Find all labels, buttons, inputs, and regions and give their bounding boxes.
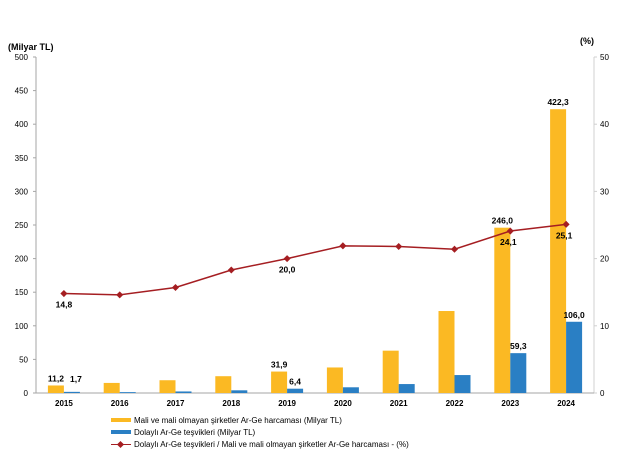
y-right-tick-label: 20 — [600, 255, 609, 264]
bar-rd-spending — [271, 371, 288, 393]
y-right-tick-label: 50 — [600, 53, 609, 62]
data-label-rd-spending: 31,9 — [271, 360, 288, 370]
bar-rd-spending — [159, 380, 176, 393]
y-left-tick-label: 300 — [15, 187, 29, 196]
x-tick-label: 2018 — [222, 399, 240, 408]
data-label-ratio: 25,1 — [556, 230, 573, 240]
line-marker — [562, 220, 570, 228]
data-label-indirect-incentives: 6,4 — [289, 377, 301, 387]
y-left-tick-label: 100 — [15, 322, 29, 331]
line-marker — [283, 255, 291, 263]
bar-indirect-incentives — [510, 353, 527, 393]
x-tick-label: 2017 — [167, 399, 185, 408]
bar-rd-spending — [47, 385, 64, 393]
legend-swatch-yellow — [111, 418, 131, 422]
bar-indirect-incentives — [119, 392, 136, 393]
data-label-ratio: 24,1 — [500, 237, 517, 247]
line-marker — [450, 245, 459, 253]
bar-indirect-incentives — [231, 390, 248, 393]
line-marker — [171, 283, 180, 292]
data-label-ratio: 20,0 — [279, 265, 296, 275]
x-tick-label: 2021 — [390, 399, 408, 408]
x-tick-label: 2023 — [501, 399, 519, 408]
y-left-tick-label: 500 — [15, 53, 29, 62]
y-right-tick-label: 30 — [600, 187, 609, 196]
line-marker — [116, 291, 124, 299]
line-marker — [395, 242, 403, 251]
line-marker — [227, 266, 235, 274]
bar-indirect-incentives — [398, 384, 415, 393]
legend-line-marker-icon — [111, 440, 131, 448]
bar-indirect-incentives — [454, 375, 471, 393]
legend-label: Dolaylı Ar-Ge teşvikleri / Mali ve mali … — [134, 439, 409, 449]
x-tick-label: 2022 — [446, 399, 464, 408]
y-left-tick-label: 150 — [15, 288, 29, 297]
data-label-rd-spending: 422,3 — [547, 97, 569, 107]
legend-label: Mali ve mali olmayan şirketler Ar-Ge har… — [134, 415, 342, 425]
bar-rd-spending — [494, 227, 511, 393]
x-tick-label: 2016 — [111, 399, 129, 408]
line-marker — [506, 227, 514, 235]
y-right-tick-label: 40 — [600, 120, 609, 129]
data-label-indirect-incentives: 106,0 — [563, 310, 585, 320]
y-left-tick-label: 50 — [19, 355, 28, 364]
x-tick-label: 2019 — [278, 399, 296, 408]
bar-indirect-incentives — [342, 387, 359, 393]
bar-rd-spending — [215, 376, 232, 393]
data-label-indirect-incentives: 1,7 — [70, 374, 82, 384]
legend-item-indirect-incentives: Dolaylı Ar-Ge teşvikleri (Milyar TL) — [111, 426, 409, 438]
legend-item-ratio: Dolaylı Ar-Ge teşvikleri / Mali ve mali … — [111, 438, 409, 450]
x-tick-label: 2020 — [334, 399, 352, 408]
y-right-axis-label: (%) — [580, 36, 594, 46]
data-label-rd-spending: 246,0 — [492, 216, 514, 226]
y-left-tick-label: 200 — [15, 255, 29, 264]
y-left-tick-label: 400 — [15, 120, 29, 129]
bar-rd-spending — [103, 382, 120, 393]
bar-indirect-incentives — [287, 388, 304, 393]
bar-indirect-incentives — [175, 391, 192, 393]
legend: Mali ve mali olmayan şirketler Ar-Ge har… — [111, 414, 409, 450]
line-marker — [339, 242, 347, 250]
bar-indirect-incentives — [566, 321, 583, 393]
legend-label: Dolaylı Ar-Ge teşvikleri (Milyar TL) — [134, 427, 256, 437]
bar-rd-spending — [382, 350, 399, 393]
legend-item-rd-spending: Mali ve mali olmayan şirketler Ar-Ge har… — [111, 414, 409, 426]
y-left-tick-label: 250 — [15, 221, 29, 230]
legend-swatch-blue — [111, 430, 131, 434]
x-tick-label: 2015 — [55, 399, 73, 408]
line-ratio — [63, 223, 567, 296]
line-marker — [60, 290, 68, 298]
y-right-tick-label: 0 — [600, 389, 605, 398]
data-label-rd-spending: 11,2 — [48, 373, 64, 383]
bar-rd-spending — [550, 109, 567, 393]
y-left-axis-label: (Milyar TL) — [8, 42, 54, 52]
data-label-ratio: 14,8 — [56, 300, 73, 310]
x-tick-label: 2024 — [557, 399, 575, 408]
y-left-tick-label: 450 — [15, 87, 29, 96]
y-left-tick-label: 0 — [24, 389, 29, 398]
bar-rd-spending — [438, 311, 455, 393]
data-label-indirect-incentives: 59,3 — [510, 341, 527, 351]
y-left-tick-label: 350 — [15, 154, 29, 163]
bar-indirect-incentives — [63, 391, 80, 393]
y-right-tick-label: 10 — [600, 322, 609, 331]
bar-rd-spending — [326, 367, 343, 393]
